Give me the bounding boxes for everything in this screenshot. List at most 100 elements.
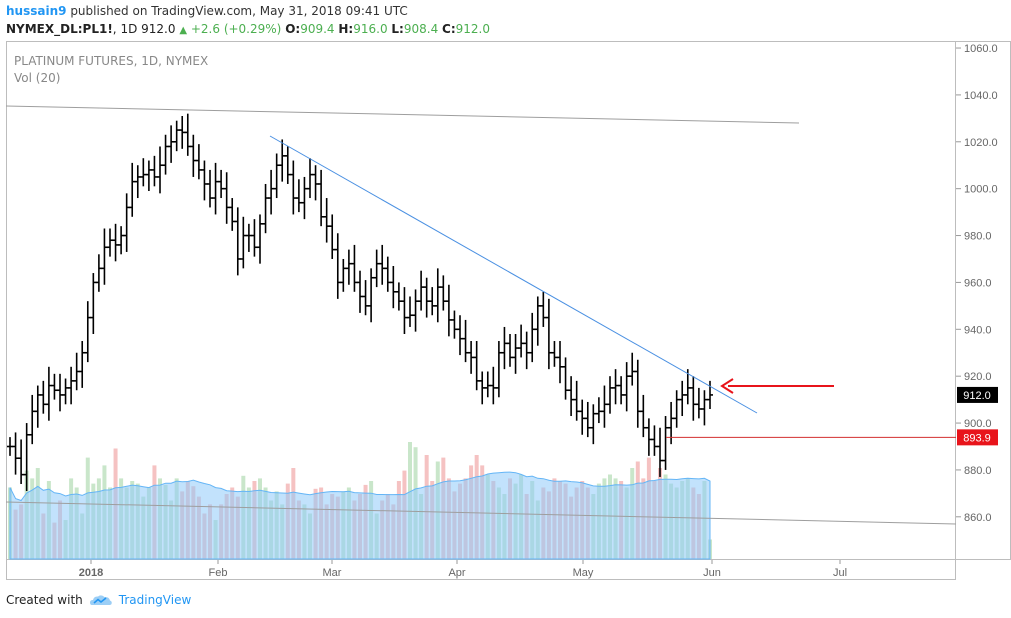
ohlc-bar (507, 333, 513, 367)
y-tick-label: 960.0 (964, 277, 992, 289)
tradingview-link[interactable]: TradingView (118, 593, 192, 607)
ohlc-bar (529, 312, 536, 363)
support-channel-line[interactable] (5, 501, 957, 525)
y-tick-label: 860.0 (964, 512, 992, 524)
tradingview-logo-icon[interactable] (89, 593, 113, 607)
ohlc-bar (662, 416, 669, 470)
x-tick-label: Feb (209, 567, 228, 579)
last-price-tag: 912.0 (957, 386, 998, 403)
y-tick-label: 920.0 (964, 371, 992, 383)
ohlc-bar (79, 341, 86, 388)
footer: Created with TradingView (6, 593, 191, 607)
y-tick-label: 1000.0 (964, 184, 998, 196)
ohlc-bar (623, 362, 630, 412)
price-chart[interactable]: 1060.0 1040.0 1020.0 1000.0 980.0 960.0 940.0 9… (5, 41, 1011, 581)
open-label: O: (285, 22, 301, 36)
ohlc-bar (673, 390, 680, 428)
y-tick-label: 1040.0 (964, 90, 998, 102)
trendline[interactable] (269, 135, 758, 414)
ohlc-bar (334, 233, 341, 299)
price-axis[interactable] (955, 41, 1011, 560)
ohlc-bar (690, 376, 697, 421)
x-tick-label: Apr (448, 567, 465, 579)
last-price: 912.0 (141, 22, 176, 36)
ohlc-bar (573, 380, 580, 421)
ohlc-bar (412, 289, 419, 332)
ohlc-bar (7, 437, 13, 456)
open-value: 909.4 (300, 22, 335, 36)
ohlc-bar (345, 249, 352, 285)
ohlc-bar (257, 214, 263, 264)
ohlc-bar (512, 333, 519, 374)
ohlc-bar (90, 273, 97, 334)
ohlc-bar (68, 366, 75, 405)
ohlc-bar (195, 144, 202, 180)
y-tick-label: 1060.0 (964, 43, 998, 55)
ohlc-bar (218, 169, 225, 199)
up-arrow-icon: ▲ (179, 25, 188, 36)
ohlc-bar (362, 280, 369, 316)
ohlc-bar (73, 352, 80, 391)
ohlc-bar (462, 319, 469, 363)
ohlc-bar (107, 228, 113, 257)
chart-canvas[interactable]: 1060.0 1040.0 1020.0 1000.0 980.0 960.0 940.0 9… (5, 41, 1011, 581)
ohlc-bar (368, 268, 375, 323)
ohlc-bar (279, 139, 286, 182)
ohlc-bar (707, 380, 713, 409)
ohlc-bar (234, 207, 241, 276)
ohlc-bar (318, 169, 325, 227)
resistance-channel-line[interactable] (5, 105, 800, 124)
ohlc-bar (679, 380, 686, 417)
ohlc-bar (607, 376, 613, 414)
ohlc-bar (301, 176, 308, 220)
high-value: 916.0 (353, 22, 388, 36)
ohlc-bar (84, 301, 91, 363)
last-price-label: 912.0 (963, 390, 991, 402)
x-tick-label: Jun (703, 567, 721, 579)
ohlc-bar (518, 324, 525, 358)
y-tick-label: 880.0 (964, 465, 992, 477)
ohlc-bar (157, 146, 163, 194)
support-price-tag: 893.9 (957, 429, 998, 446)
ohlc-bar (229, 198, 236, 231)
author-link[interactable]: hussain9 (6, 4, 67, 18)
x-tick-label: Jul (833, 567, 847, 579)
ohlc-bar (101, 228, 108, 285)
ohlc-bar (429, 287, 436, 316)
ohlc-bar (34, 385, 41, 428)
ohlc-bar (140, 158, 147, 187)
ohlc-bar (40, 380, 47, 414)
ohlc-bar (207, 169, 213, 208)
red-arrow-icon[interactable] (720, 378, 834, 394)
x-tick-label: May (573, 567, 594, 579)
created-with-text: Created with (6, 593, 83, 607)
ohlc-bar (262, 183, 269, 234)
ohlc-bar (423, 277, 430, 318)
ohlc-bar (329, 214, 336, 259)
ohlc-bar (601, 385, 608, 428)
ohlc-bar (401, 287, 408, 334)
ohlc-bar (434, 268, 441, 323)
ohlc-bar (595, 397, 602, 424)
ohlc-bar (590, 404, 597, 445)
ohlc-bar (407, 296, 413, 327)
ohlc-bar (284, 146, 291, 184)
ohlc-bar (184, 113, 191, 156)
ohlc-bar (545, 298, 552, 370)
ohlc-bars (7, 113, 713, 492)
ohlc-bar (495, 341, 502, 398)
ohlc-bar (445, 284, 452, 337)
ohlc-bar (118, 226, 125, 255)
ohlc-bar (390, 266, 397, 309)
ohlc-bar (245, 223, 252, 252)
ohlc-bar (557, 341, 563, 384)
ohlc-bar (568, 376, 575, 417)
ohlc-bar (268, 169, 275, 215)
ohlc-bar (440, 275, 447, 311)
ohlc-bar (290, 160, 297, 215)
low-value: 908.4 (403, 22, 439, 36)
ohlc-bar (490, 366, 497, 405)
ohlc-bar (307, 158, 313, 199)
time-axis[interactable] (6, 559, 956, 580)
ohlc-bar (129, 162, 136, 217)
